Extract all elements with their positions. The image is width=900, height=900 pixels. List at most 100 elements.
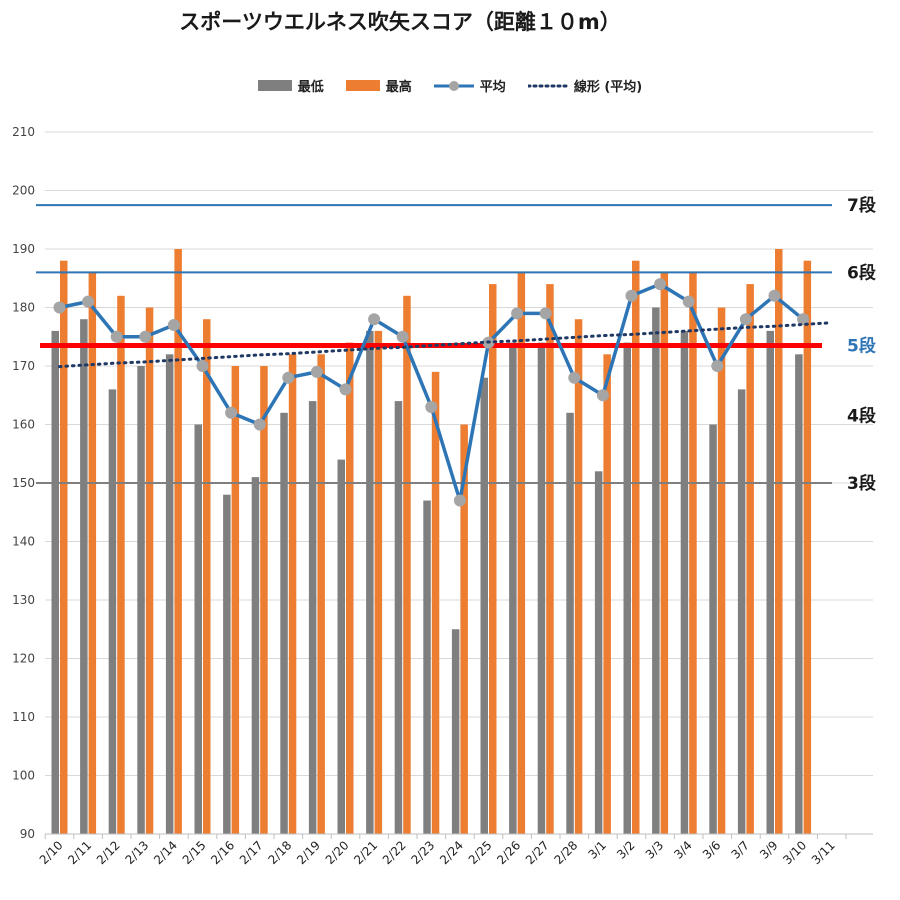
bar-max	[374, 330, 383, 834]
bar-min	[308, 401, 317, 834]
bar-max	[689, 272, 697, 834]
bar-min	[251, 477, 260, 834]
y-tick-label: 140	[12, 535, 35, 549]
average-point	[82, 295, 95, 308]
bar-min	[423, 500, 431, 834]
average-point	[682, 295, 695, 308]
average-point	[282, 371, 295, 384]
y-tick-label: 90	[20, 827, 35, 841]
bar-min	[337, 459, 345, 834]
average-point	[53, 301, 66, 314]
bar-min	[766, 330, 774, 834]
bar-max	[231, 366, 240, 834]
y-tick-label: 190	[12, 242, 35, 256]
x-tick-label: 2/24	[437, 838, 466, 867]
bar-min	[709, 424, 717, 834]
rank-label: 3段	[847, 473, 876, 494]
bar-min	[652, 307, 660, 834]
bar-max	[260, 366, 268, 834]
average-point	[768, 289, 781, 302]
y-tick-label: 180	[12, 301, 35, 315]
y-tick-label: 110	[12, 710, 35, 724]
rank-label: 4段	[847, 406, 876, 427]
bar-max	[174, 249, 182, 834]
bar-min	[80, 319, 88, 834]
bar-min	[394, 401, 403, 834]
bar-max	[775, 249, 783, 834]
bar-max	[431, 371, 440, 834]
legend-label-max: 最高	[385, 80, 412, 95]
bar-max	[60, 260, 68, 834]
legend-label-avg: 平均	[479, 80, 506, 95]
bar-min	[537, 342, 546, 834]
x-tick-label: 3/11	[809, 838, 838, 867]
y-tick-label: 130	[12, 593, 35, 607]
bar-max	[88, 272, 97, 834]
bar-min	[108, 389, 117, 834]
bar-max	[632, 260, 640, 834]
x-tick-label: 2/26	[494, 838, 523, 867]
bar-min	[194, 424, 202, 834]
legend-item-max: 最高	[345, 76, 412, 95]
x-tick-label: 3/7	[728, 838, 752, 862]
y-tick-label: 170	[12, 359, 35, 373]
bar-min	[51, 330, 59, 834]
bar-max	[746, 284, 754, 835]
bar-max	[317, 354, 325, 834]
x-tick-label: 2/21	[351, 838, 380, 867]
y-tick-label: 200	[12, 184, 35, 198]
average-point	[511, 307, 524, 320]
average-point	[539, 307, 552, 320]
x-tick-label: 2/27	[523, 838, 552, 867]
y-tick-label: 160	[12, 418, 35, 432]
average-point	[596, 389, 609, 402]
x-tick-label: 3/3	[643, 838, 667, 862]
bar-max	[145, 307, 154, 834]
average-point	[196, 360, 209, 372]
bar-max	[717, 307, 726, 834]
legend-swatch-trend	[527, 84, 568, 87]
rank-label: 7段	[847, 195, 876, 216]
legend: 最低 最高 平均 線形 (平均)	[0, 76, 900, 95]
bar-min	[480, 377, 488, 834]
legend-item-min: 最低	[257, 76, 324, 95]
average-point	[797, 313, 810, 326]
bar-min	[165, 354, 174, 834]
x-tick-label: 2/14	[151, 838, 180, 867]
bar-max	[803, 260, 812, 834]
bar-min	[366, 330, 374, 834]
bar-max	[660, 272, 669, 834]
average-point	[654, 278, 667, 291]
average-point	[739, 313, 752, 326]
average-point	[453, 494, 466, 507]
y-tick-label: 120	[12, 652, 35, 666]
bar-min	[280, 412, 288, 834]
rank-label: 5段	[847, 336, 876, 357]
bar-min	[623, 342, 631, 834]
bar-min	[137, 366, 145, 834]
bar-min	[737, 389, 746, 834]
bar-max	[603, 354, 611, 834]
bar-max	[489, 284, 497, 835]
bar-max	[517, 272, 526, 834]
bar-min	[223, 494, 231, 834]
x-tick-label: 3/2	[614, 838, 638, 862]
average-point	[253, 418, 266, 431]
x-tick-label: 2/11	[65, 838, 94, 867]
bar-min	[566, 412, 574, 834]
average-point	[396, 330, 409, 343]
average-point	[139, 330, 152, 343]
legend-label-min: 最低	[297, 80, 324, 95]
legend-item-trend: 線形 (平均)	[527, 76, 642, 95]
average-point	[568, 371, 581, 384]
x-tick-label: 2/16	[208, 838, 237, 867]
trend-line	[58, 321, 834, 369]
x-tick-label: 2/10	[37, 838, 66, 867]
average-point	[110, 330, 123, 343]
x-tick-label: 2/28	[551, 838, 580, 867]
legend-swatch-max	[345, 80, 380, 91]
y-tick-label: 100	[12, 769, 35, 783]
x-tick-label: 3/6	[700, 838, 724, 862]
bar-max	[403, 295, 411, 834]
bar-min	[509, 342, 517, 834]
